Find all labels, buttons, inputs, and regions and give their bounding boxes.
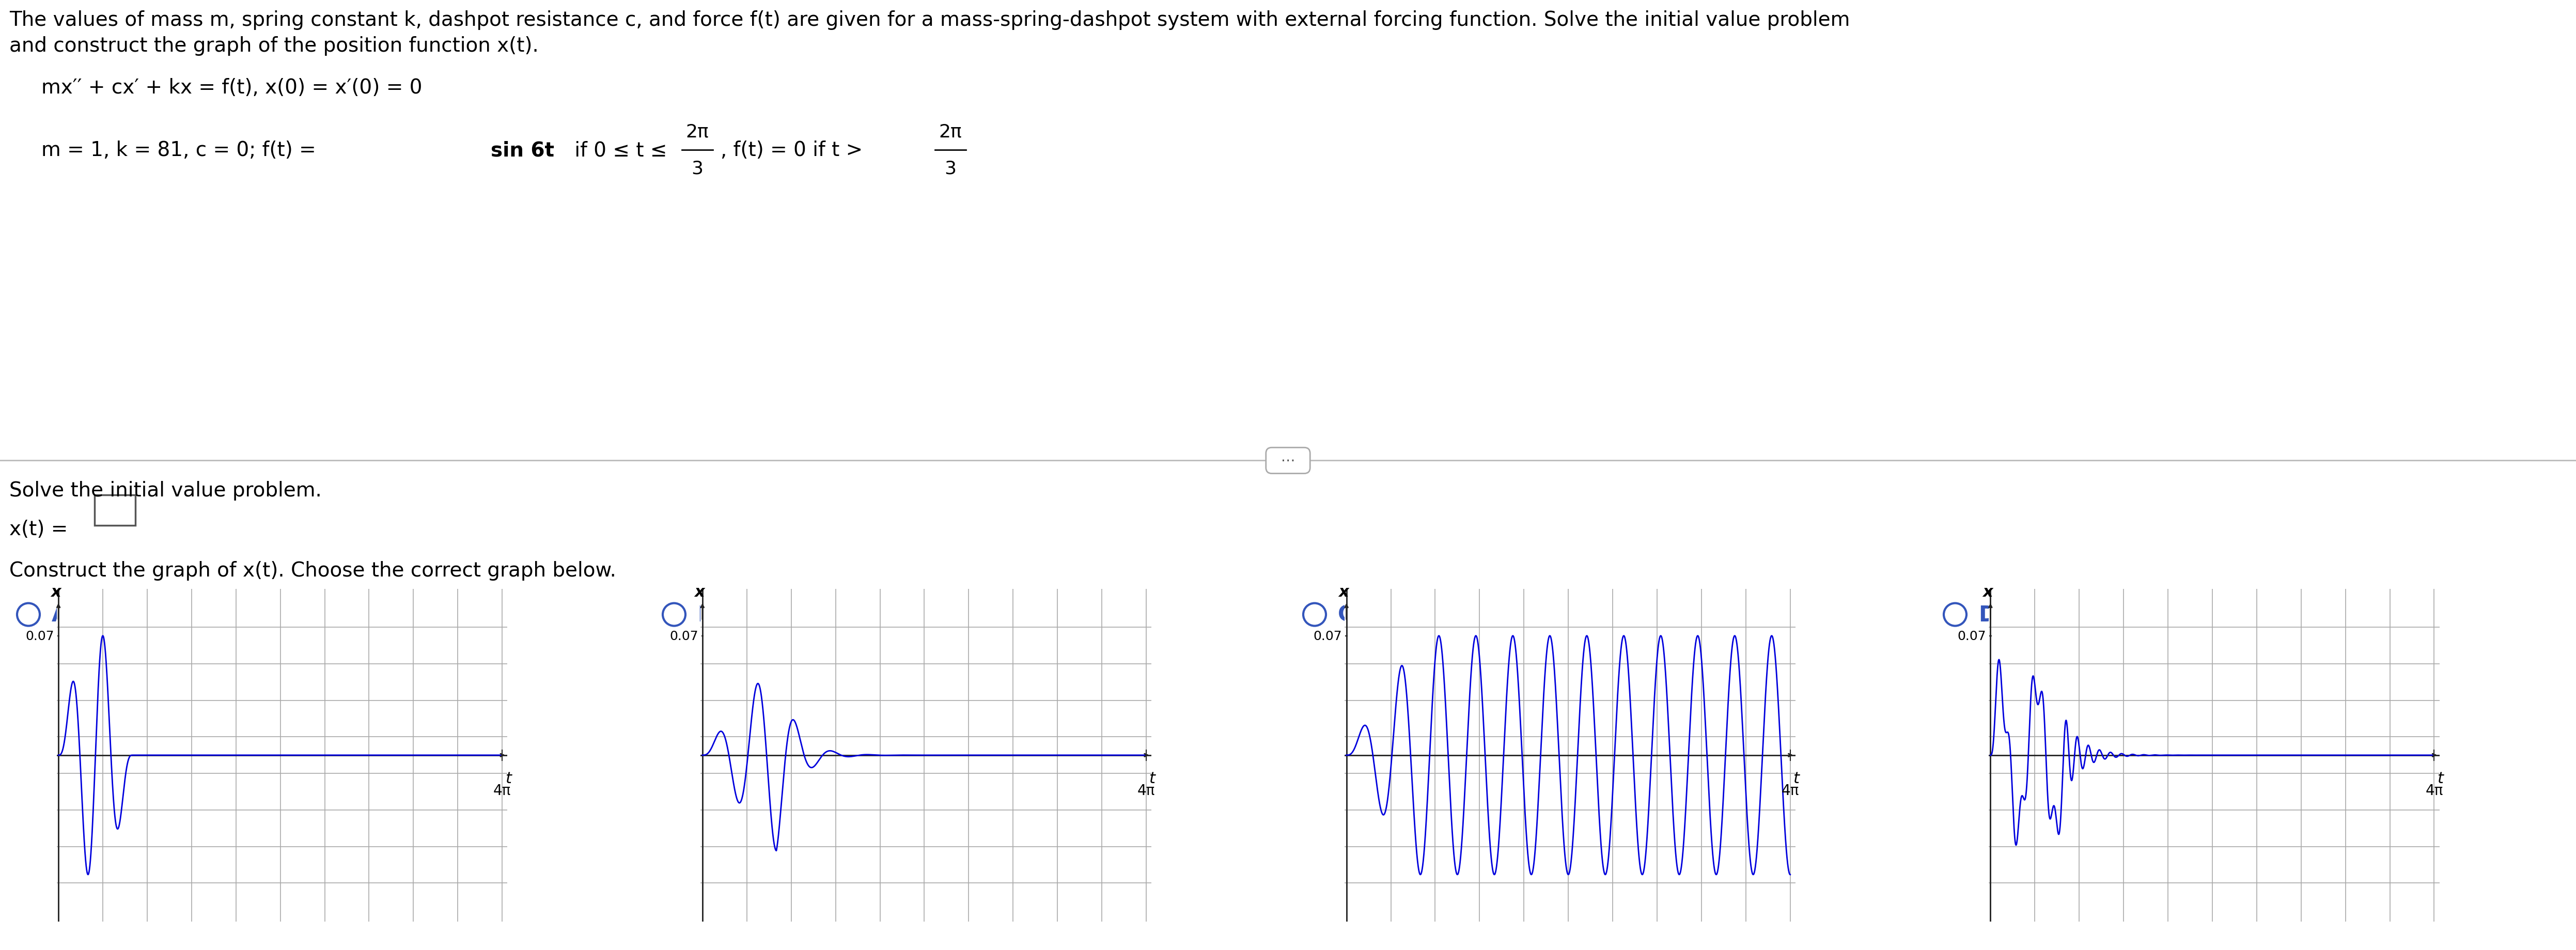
Circle shape — [355, 615, 428, 687]
Circle shape — [2293, 692, 2365, 765]
FancyBboxPatch shape — [2318, 817, 2352, 846]
Text: +: + — [1674, 638, 1692, 658]
Text: 3: 3 — [945, 160, 956, 178]
Text: t: t — [1793, 770, 1798, 786]
Text: 0.07: 0.07 — [26, 630, 54, 642]
Text: 3: 3 — [690, 160, 703, 178]
Circle shape — [1649, 615, 1721, 687]
Text: C.: C. — [1337, 604, 1363, 625]
Circle shape — [1649, 692, 1721, 765]
Text: 4π: 4π — [992, 824, 1012, 839]
Text: 4π: 4π — [348, 824, 366, 839]
Text: 0.07: 0.07 — [1958, 630, 1986, 642]
Text: x: x — [52, 584, 62, 599]
Text: A.: A. — [52, 604, 77, 625]
Text: x: x — [696, 584, 706, 599]
Text: ↗: ↗ — [2329, 823, 2342, 837]
Text: sin 6t: sin 6t — [489, 141, 554, 161]
Text: +: + — [384, 638, 402, 658]
Text: t: t — [2437, 770, 2442, 786]
Text: −: − — [2321, 715, 2339, 735]
Text: 0.07: 0.07 — [670, 630, 698, 642]
Text: t: t — [505, 770, 510, 786]
Text: 4π: 4π — [1780, 784, 1798, 798]
Text: 0.07: 0.07 — [1314, 630, 1342, 642]
Text: Construct the graph of x(t). Choose the correct graph below.: Construct the graph of x(t). Choose the … — [10, 560, 616, 580]
Text: 4π: 4π — [1638, 824, 1656, 839]
Text: +: + — [2321, 638, 2339, 658]
FancyBboxPatch shape — [381, 817, 415, 846]
Text: +: + — [1030, 638, 1046, 658]
Text: −: − — [384, 715, 402, 735]
FancyBboxPatch shape — [1672, 817, 1705, 846]
Text: m = 1, k = 81, c = 0; f(t) =: m = 1, k = 81, c = 0; f(t) = — [41, 141, 322, 161]
Text: ⋯: ⋯ — [1273, 453, 1303, 468]
Circle shape — [1002, 692, 1074, 765]
Text: −: − — [1030, 715, 1046, 735]
Text: , f(t) = 0 if t >: , f(t) = 0 if t > — [721, 141, 868, 161]
FancyBboxPatch shape — [1028, 817, 1059, 846]
Circle shape — [355, 692, 428, 765]
Circle shape — [2293, 615, 2365, 687]
Text: and construct the graph of the position function x(t).: and construct the graph of the position … — [10, 36, 538, 56]
Text: −: − — [1674, 715, 1692, 735]
Text: 2π: 2π — [938, 124, 961, 141]
Text: x: x — [1340, 584, 1350, 599]
Text: ↗: ↗ — [392, 823, 404, 837]
Text: 4π: 4π — [2424, 784, 2442, 798]
Text: B.: B. — [698, 604, 721, 625]
Text: x: x — [1984, 584, 1994, 599]
Text: mx′′ + cx′ + kx = f(t), x(0) = x′(0) = 0: mx′′ + cx′ + kx = f(t), x(0) = x′(0) = 0 — [41, 78, 422, 97]
Text: Solve the initial value problem.: Solve the initial value problem. — [10, 481, 322, 501]
Circle shape — [1002, 615, 1074, 687]
Text: 4π: 4π — [1136, 784, 1154, 798]
Text: if 0 ≤ t ≤: if 0 ≤ t ≤ — [569, 141, 672, 161]
Text: 4π: 4π — [492, 784, 510, 798]
Text: 2π: 2π — [685, 124, 708, 141]
Text: ↗: ↗ — [1036, 823, 1051, 837]
Text: t: t — [1149, 770, 1154, 786]
Text: 4π: 4π — [2285, 824, 2303, 839]
Text: The values of mass m, spring constant k, dashpot resistance c, and force f(t) ar: The values of mass m, spring constant k,… — [10, 10, 1850, 30]
Text: D.: D. — [1978, 604, 2004, 625]
FancyBboxPatch shape — [95, 495, 137, 525]
Text: ↗: ↗ — [1682, 823, 1695, 837]
Text: x(t) =: x(t) = — [10, 520, 75, 539]
